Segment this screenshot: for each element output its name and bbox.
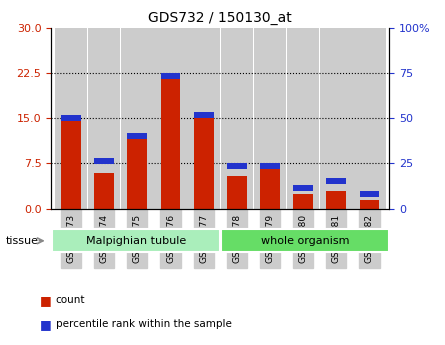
Bar — [260, 169, 280, 209]
Bar — [320, 28, 352, 209]
Bar — [61, 115, 81, 209]
Bar — [326, 190, 346, 209]
Bar — [353, 28, 386, 209]
Bar — [187, 28, 220, 209]
Bar — [121, 28, 154, 209]
Bar — [254, 28, 286, 209]
Bar — [61, 115, 81, 121]
Text: whole organism: whole organism — [261, 236, 349, 246]
Bar — [161, 73, 181, 79]
Bar — [293, 194, 313, 209]
Text: ■: ■ — [40, 318, 52, 331]
Bar — [161, 73, 181, 209]
Bar — [55, 28, 87, 209]
Bar — [360, 190, 380, 197]
Bar — [360, 200, 380, 209]
Bar — [227, 164, 247, 169]
Bar — [127, 133, 147, 209]
Bar — [326, 178, 346, 184]
Bar — [287, 28, 320, 209]
Bar — [127, 133, 147, 139]
Bar — [293, 185, 313, 191]
Bar — [221, 28, 253, 209]
Text: Malpighian tubule: Malpighian tubule — [85, 236, 186, 246]
Text: percentile rank within the sample: percentile rank within the sample — [56, 319, 231, 329]
Bar — [227, 176, 247, 209]
Bar — [260, 164, 280, 169]
Title: GDS732 / 150130_at: GDS732 / 150130_at — [148, 11, 292, 25]
Bar — [194, 112, 214, 118]
Text: ■: ■ — [40, 294, 52, 307]
Bar — [94, 158, 114, 164]
Bar — [154, 28, 187, 209]
FancyBboxPatch shape — [52, 229, 219, 252]
FancyBboxPatch shape — [221, 229, 388, 252]
Text: count: count — [56, 295, 85, 305]
Bar — [194, 112, 214, 209]
Bar — [94, 172, 114, 209]
Bar — [88, 28, 121, 209]
Text: tissue: tissue — [5, 236, 38, 246]
